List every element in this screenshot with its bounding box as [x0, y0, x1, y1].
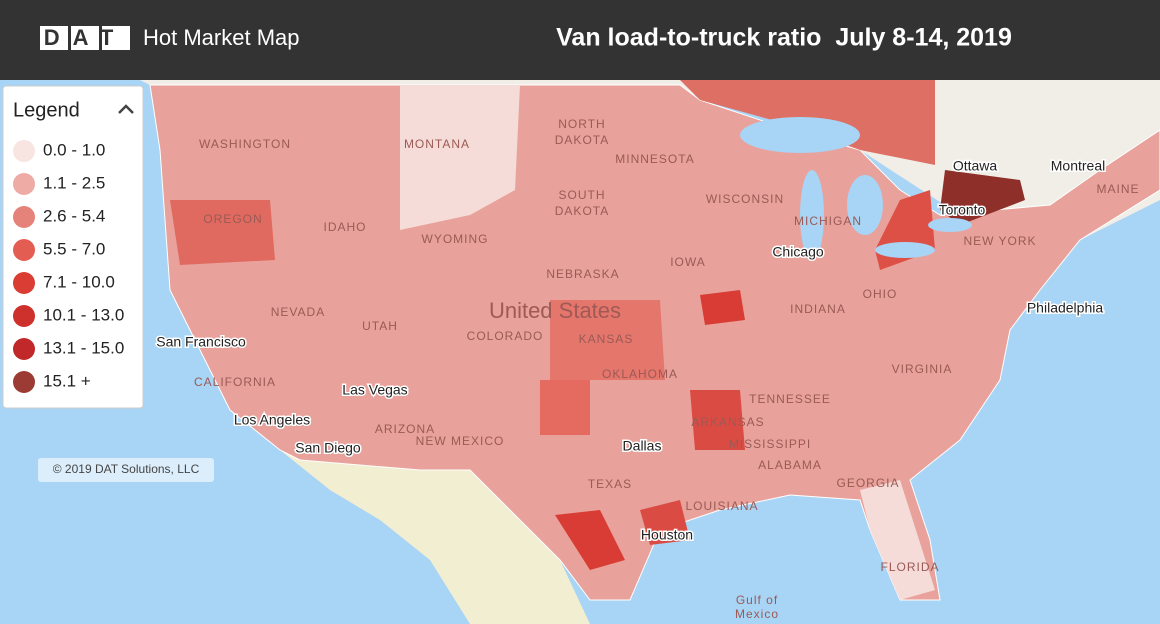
- region-label: UTAH: [362, 319, 398, 333]
- region-label: MAINE: [1096, 182, 1139, 196]
- region-light: [860, 480, 935, 600]
- region-label: NEW MEXICO: [416, 434, 505, 448]
- city-label: Philadelphia: [1027, 300, 1103, 316]
- legend-label: 15.1 +: [43, 371, 91, 390]
- lake: [800, 170, 824, 260]
- lake: [740, 117, 860, 153]
- region-label: ARKANSAS: [691, 415, 764, 429]
- collapse-button[interactable]: [118, 104, 134, 114]
- legend-swatch: [13, 140, 35, 162]
- legend-swatch: [13, 305, 35, 327]
- region-label: NEW YORK: [963, 234, 1036, 248]
- region-label: NORTH: [558, 117, 605, 131]
- region-label: OREGON: [203, 212, 262, 226]
- region-label: FLORIDA: [880, 560, 939, 574]
- map-labels: WASHINGTON MONTANA NORTH DAKOTA MINNESOTA ORE…: [155, 117, 1139, 621]
- legend-swatch: [13, 173, 35, 195]
- city-label: San Diego: [295, 440, 361, 456]
- region: [550, 300, 665, 380]
- region-label: OKLAHOMA: [602, 367, 678, 381]
- logo-box: [71, 26, 99, 50]
- legend-swatch: [13, 272, 35, 294]
- legend: Legend 0.0 - 1.0 1.1 - 2.5 2.6 - 5.4 5.5 - …: [2, 85, 144, 409]
- region-label: MISSISSIPPI: [729, 437, 811, 451]
- legend-label: 10.1 - 13.0: [43, 305, 124, 324]
- region-label: SOUTH: [559, 188, 606, 202]
- legend-box: [2, 85, 144, 409]
- region-label: ARIZONA: [375, 422, 435, 436]
- region-label: WASHINGTON: [199, 137, 291, 151]
- region-label: MONTANA: [404, 137, 470, 151]
- region-label: KANSAS: [579, 332, 634, 346]
- region-label: DAKOTA: [555, 204, 609, 218]
- app-name: Hot Market Map: [143, 25, 300, 50]
- copyright-box: [38, 458, 214, 482]
- region: [540, 380, 590, 435]
- logo-box: [40, 26, 68, 50]
- region-label: LOUISIANA: [685, 499, 758, 513]
- region-label: MICHIGAN: [794, 214, 862, 228]
- city-label: Los Angeles: [234, 412, 310, 428]
- region-label: DAKOTA: [555, 133, 609, 147]
- region-label: WISCONSIN: [706, 192, 784, 206]
- mexico-land: [280, 450, 590, 624]
- region-label: INDIANA: [790, 302, 846, 316]
- lake: [847, 175, 883, 235]
- region-label: GEORGIA: [836, 476, 899, 490]
- legend-label: 5.5 - 7.0: [43, 239, 105, 258]
- logo-box: [102, 26, 130, 50]
- region-label: WYOMING: [422, 232, 489, 246]
- region-label: ALABAMA: [758, 458, 822, 472]
- legend-label: 2.6 - 5.4: [43, 206, 105, 225]
- copyright: © 2019 DAT Solutions, LLC: [53, 462, 200, 476]
- logo: DAT: [40, 25, 130, 50]
- lake: [928, 218, 972, 232]
- region-label: VIRGINIA: [892, 362, 953, 376]
- region: [700, 290, 745, 325]
- legend-label: 7.1 - 10.0: [43, 272, 115, 291]
- region: [170, 200, 275, 265]
- city-label: Ottawa: [953, 158, 998, 174]
- legend-label: 1.1 - 2.5: [43, 173, 105, 192]
- legend-title: Legend: [13, 99, 80, 121]
- region-label: TENNESSEE: [749, 392, 831, 406]
- logo-text: DAT: [44, 25, 127, 50]
- region-dark: [940, 170, 1025, 225]
- legend-label: 13.1 - 15.0: [43, 338, 124, 357]
- legend-swatch: [13, 338, 35, 360]
- legend-label: 0.0 - 1.0: [43, 140, 105, 159]
- city-label: Toronto: [939, 202, 986, 218]
- city-label: Houston: [641, 527, 693, 543]
- region-label: COLORADO: [467, 329, 544, 343]
- region-label: NEBRASKA: [546, 267, 619, 281]
- legend-swatch: [13, 206, 35, 228]
- region-label: IOWA: [670, 255, 706, 269]
- region: [555, 510, 625, 570]
- legend-swatch: [13, 239, 35, 261]
- region: [690, 390, 745, 450]
- header-title: Van load-to-truck ratio July 8-14, 2019: [556, 24, 1012, 52]
- region-light: [400, 85, 520, 230]
- city-label: Las Vegas: [342, 382, 407, 398]
- legend-swatch: [13, 371, 35, 393]
- city-label: Chicago: [772, 244, 824, 260]
- city-label: Dallas: [623, 438, 662, 454]
- region-label: Gulf of: [736, 593, 778, 607]
- region-label: TEXAS: [588, 477, 632, 491]
- city-label: Montreal: [1051, 158, 1105, 174]
- header-bar: [0, 0, 1160, 80]
- lake: [875, 242, 935, 258]
- region: [640, 500, 690, 545]
- region-label: United States: [489, 298, 621, 323]
- region-label: OHIO: [863, 287, 898, 301]
- region-label: NEVADA: [271, 305, 325, 319]
- region-label: CALIFORNIA: [194, 375, 276, 389]
- region-label: MINNESOTA: [615, 152, 694, 166]
- city-label: San Francisco: [156, 334, 246, 350]
- region-label: Mexico: [735, 607, 779, 621]
- region-label: IDAHO: [323, 220, 366, 234]
- legend-items: 0.0 - 1.0 1.1 - 2.5 2.6 - 5.4 5.5 - 7.0 7.1 …: [13, 140, 124, 393]
